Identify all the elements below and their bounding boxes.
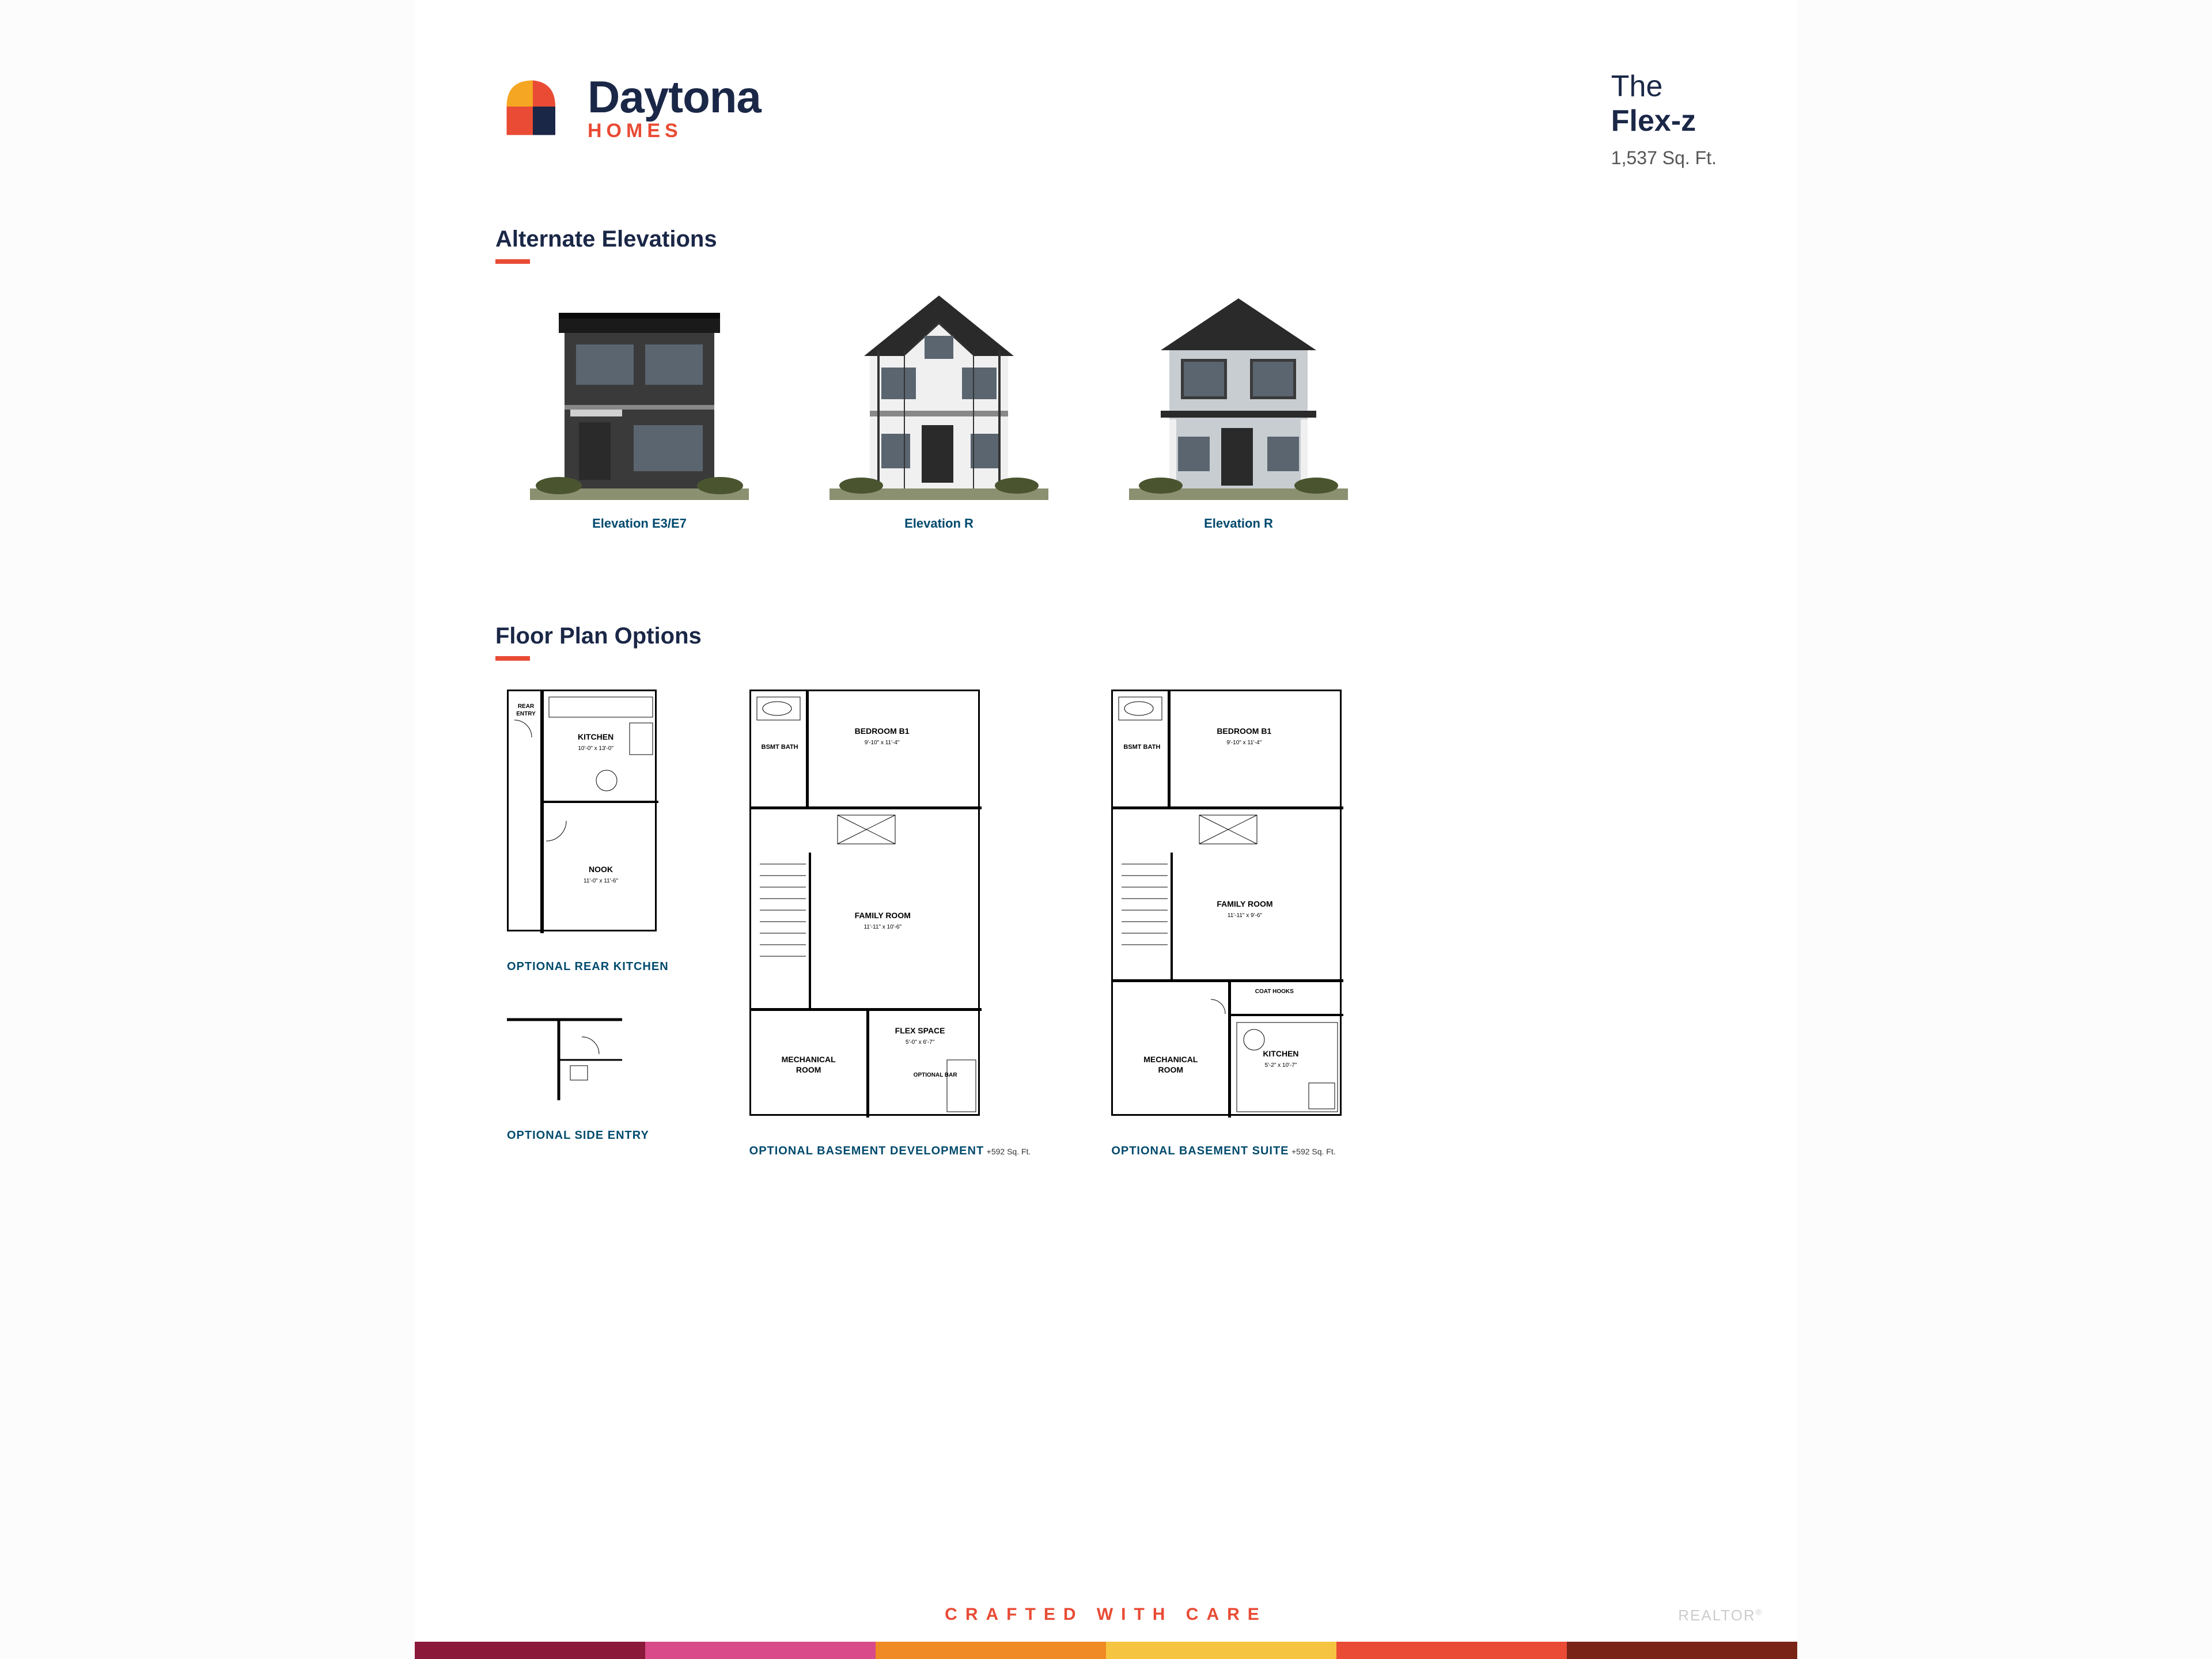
title-underline-2 xyxy=(495,656,530,661)
realtor-watermark: REALTOR® xyxy=(1678,1607,1763,1624)
product-sqft: 1,537 Sq. Ft. xyxy=(1611,147,1717,169)
elevation-label-3: Elevation R xyxy=(1204,516,1273,531)
fp-col-2: BEDROOM B19'-10" x 11'-4" BSMT BATH FAMI… xyxy=(749,690,1031,1158)
plan-lines xyxy=(509,691,655,930)
plan-basement-dev: BEDROOM B19'-10" x 11'-4" BSMT BATH FAMI… xyxy=(749,690,980,1116)
elevation-3: Elevation R xyxy=(1118,293,1359,531)
caption-side-entry: OPTIONAL SIDE ENTRY xyxy=(507,1129,669,1142)
elevations-title: Alternate Elevations xyxy=(495,226,1717,252)
bar-seg-4 xyxy=(1106,1642,1336,1659)
bar-seg-2 xyxy=(645,1642,876,1659)
title-underline xyxy=(495,259,530,264)
bar-seg-5 xyxy=(1336,1642,1567,1659)
house-render-1 xyxy=(530,293,749,500)
plan-rear-kitchen: REAR ENTRY KITCHEN10'-0" x 13'-0" NOOK11… xyxy=(507,690,657,931)
product-name: Flex-z xyxy=(1611,104,1717,138)
bar-seg-3 xyxy=(876,1642,1106,1659)
elevation-label-2: Elevation R xyxy=(904,516,974,531)
bar-seg-6 xyxy=(1567,1642,1797,1659)
header: Daytona HOMES The Flex-z 1,537 Sq. Ft. xyxy=(495,69,1717,169)
elevations-row: Elevation E3/E7 xyxy=(518,293,1717,531)
color-bar xyxy=(415,1642,1797,1659)
floorplans-title: Floor Plan Options xyxy=(495,623,1717,649)
bar-seg-1 xyxy=(415,1642,645,1659)
product-the: The xyxy=(1611,69,1717,104)
plan-side-svg xyxy=(507,1002,622,1100)
fp-col-1: REAR ENTRY KITCHEN10'-0" x 13'-0" NOOK11… xyxy=(507,690,669,1142)
plan-side-entry xyxy=(507,1002,622,1100)
caption-rear-kitchen: OPTIONAL REAR KITCHEN xyxy=(507,960,669,974)
logo-icon xyxy=(495,69,570,144)
caption-basement-suite: OPTIONAL BASEMENT SUITE +592 Sq. Ft. xyxy=(1111,1145,1342,1158)
caption-basement-dev: OPTIONAL BASEMENT DEVELOPMENT +592 Sq. F… xyxy=(749,1145,1031,1158)
fp-col-3: BEDROOM B19'-10" x 11'-4" BSMT BATH FAMI… xyxy=(1111,690,1342,1158)
product-block: The Flex-z 1,537 Sq. Ft. xyxy=(1611,69,1717,169)
crafted-tagline: CRAFTED WITH CARE xyxy=(415,1605,1797,1624)
house-render-3 xyxy=(1129,293,1348,500)
elevation-label-1: Elevation E3/E7 xyxy=(592,516,687,531)
logo-block: Daytona HOMES xyxy=(495,69,761,144)
plan-lines-2 xyxy=(751,691,978,1114)
logo-text: Daytona HOMES xyxy=(588,71,761,142)
logo-sub: HOMES xyxy=(588,120,761,142)
house-render-2 xyxy=(830,293,1048,500)
logo-main: Daytona xyxy=(588,71,761,123)
floorplans-section: Floor Plan Options REAR ENTRY KITCHEN10'… xyxy=(495,623,1717,1158)
footer: CRAFTED WITH CARE xyxy=(415,1605,1797,1659)
elevations-section: Alternate Elevations Ele xyxy=(495,226,1717,531)
floorplans-row: REAR ENTRY KITCHEN10'-0" x 13'-0" NOOK11… xyxy=(507,690,1717,1158)
elevation-1: Elevation E3/E7 xyxy=(518,293,760,531)
plan-basement-suite: BEDROOM B19'-10" x 11'-4" BSMT BATH FAMI… xyxy=(1111,690,1342,1116)
plan-lines-3 xyxy=(1113,691,1340,1114)
brochure-page: Daytona HOMES The Flex-z 1,537 Sq. Ft. A… xyxy=(415,0,1797,1659)
elevation-2: Elevation R xyxy=(818,293,1060,531)
